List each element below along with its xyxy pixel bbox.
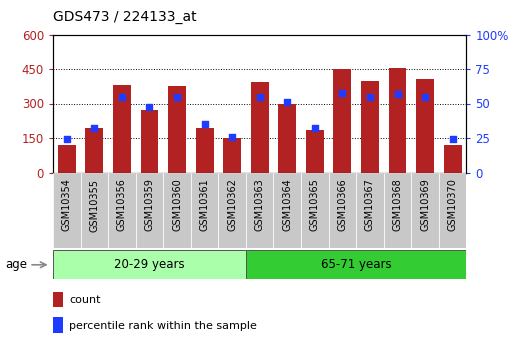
- Point: [366, 94, 374, 99]
- Text: GSM10363: GSM10363: [255, 179, 264, 231]
- Text: GSM10354: GSM10354: [62, 179, 72, 231]
- Bar: [113, 85, 131, 172]
- Text: GSM10369: GSM10369: [420, 179, 430, 231]
- Bar: [223, 138, 241, 172]
- Bar: [81, 172, 108, 248]
- Bar: [384, 172, 411, 248]
- Bar: [246, 250, 466, 279]
- Bar: [439, 172, 466, 248]
- Point: [311, 125, 319, 130]
- Point: [200, 121, 209, 127]
- Point: [228, 134, 236, 140]
- Bar: [58, 145, 76, 172]
- Text: GSM10368: GSM10368: [393, 179, 402, 231]
- Point: [393, 91, 402, 97]
- Bar: [191, 172, 218, 248]
- Text: GSM10370: GSM10370: [448, 179, 457, 231]
- Text: GSM10359: GSM10359: [145, 179, 154, 231]
- Text: GSM10362: GSM10362: [227, 179, 237, 231]
- Bar: [168, 86, 186, 172]
- Bar: [53, 292, 63, 307]
- Text: GDS473 / 224133_at: GDS473 / 224133_at: [53, 10, 197, 24]
- Bar: [108, 172, 136, 248]
- Text: GSM10360: GSM10360: [172, 179, 182, 231]
- Bar: [356, 172, 384, 248]
- Text: percentile rank within the sample: percentile rank within the sample: [69, 321, 257, 331]
- Point: [255, 94, 264, 99]
- Bar: [85, 128, 103, 172]
- Bar: [53, 250, 246, 279]
- Bar: [444, 145, 462, 172]
- Bar: [416, 79, 434, 172]
- Bar: [361, 80, 379, 172]
- Bar: [301, 172, 329, 248]
- Bar: [329, 172, 356, 248]
- Bar: [251, 82, 269, 172]
- Bar: [278, 104, 296, 172]
- Text: GSM10364: GSM10364: [282, 179, 292, 231]
- Bar: [273, 172, 301, 248]
- Text: GSM10367: GSM10367: [365, 179, 375, 231]
- Bar: [136, 172, 163, 248]
- Point: [145, 104, 154, 110]
- Text: age: age: [5, 258, 28, 271]
- Bar: [163, 172, 191, 248]
- Bar: [218, 172, 246, 248]
- Bar: [246, 172, 273, 248]
- Bar: [140, 110, 158, 172]
- Text: GSM10355: GSM10355: [90, 179, 99, 231]
- Text: GSM10366: GSM10366: [338, 179, 347, 231]
- Point: [283, 100, 292, 105]
- Point: [90, 125, 99, 130]
- Bar: [388, 68, 407, 172]
- Bar: [411, 172, 439, 248]
- Text: 20-29 years: 20-29 years: [114, 258, 185, 271]
- Point: [448, 136, 457, 142]
- Text: GSM10365: GSM10365: [310, 179, 320, 231]
- Point: [421, 94, 429, 99]
- Text: count: count: [69, 295, 101, 305]
- Point: [173, 94, 181, 99]
- Text: GSM10356: GSM10356: [117, 179, 127, 231]
- Text: 65-71 years: 65-71 years: [321, 258, 392, 271]
- Point: [118, 94, 126, 99]
- Bar: [306, 130, 324, 172]
- Bar: [196, 128, 214, 172]
- Bar: [53, 172, 81, 248]
- Point: [63, 136, 71, 142]
- Point: [338, 90, 347, 96]
- Text: GSM10361: GSM10361: [200, 179, 209, 231]
- Bar: [333, 69, 351, 172]
- Bar: [53, 317, 63, 333]
